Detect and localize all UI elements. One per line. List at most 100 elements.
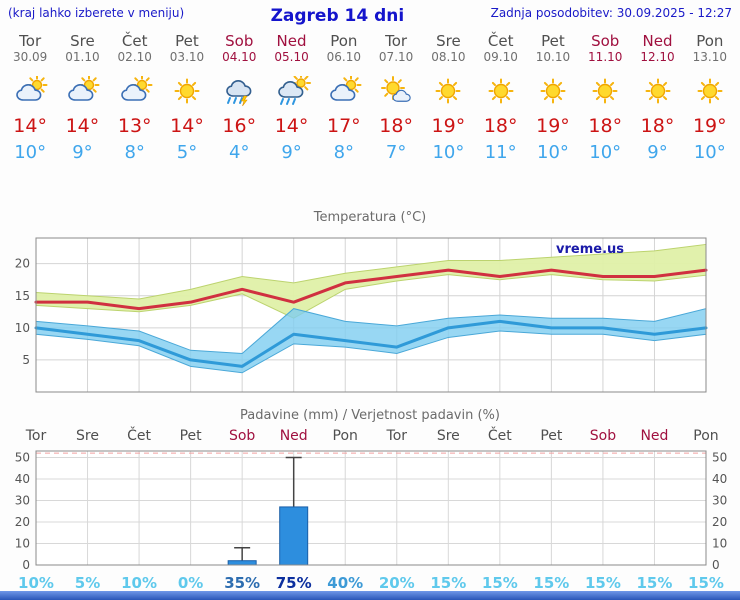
sun-cloud-icon [370,72,422,112]
day-column[interactable]: Pet 10.10 19° 10° [527,32,579,164]
svg-text:20: 20 [15,257,30,271]
precipitation-chart-title: Padavine (mm) / Verjetnost padavin (%) [240,408,500,423]
min-temperature: 8° [333,142,355,163]
precip-day-label: Ned [279,428,308,444]
precip-day-label: Pon [693,428,719,444]
max-temperature: 13° [117,115,152,137]
day-date: 09.10 [483,50,518,64]
svg-text:10: 10 [15,536,30,550]
max-temperature: 19° [536,115,570,137]
precip-day-label: Čet [127,428,151,444]
max-temperature: 14° [65,115,100,137]
day-column[interactable]: Pon 13.10 19° 10° [684,32,736,164]
svg-text:30: 30 [712,493,727,507]
precip-probability-label: 0% [177,574,204,592]
precip-probability-label: 5% [74,574,101,592]
svg-text:40: 40 [15,472,30,486]
page-header: (kraj lahko izberete v meniju) Zagreb 14… [0,0,740,26]
precip-probability-label: 10% [18,574,54,592]
precip-probability-label: 40% [327,574,364,592]
min-temperature: 5° [176,142,198,163]
max-temperature: 18° [640,115,675,137]
day-column[interactable]: Tor 07.10 18° 7° [370,32,422,164]
max-temperature: 18° [588,115,623,137]
precip-day-label: Ned [640,428,669,444]
svg-text:5: 5 [22,353,30,367]
max-temperature: 14° [13,115,47,137]
min-temperature: 9° [647,142,668,163]
temperature-chart: 5 10 15 20 [15,237,708,393]
svg-text:10: 10 [15,321,30,335]
precip-probability-label: 35% [224,574,261,592]
precip-probability-label: 15% [430,574,467,592]
day-name: Čet [121,32,148,50]
cloud-sun-icon [318,72,370,112]
precip-day-label: Čet [487,428,512,444]
day-date: 03.10 [169,50,205,64]
min-temperature: 7° [385,142,407,163]
day-column[interactable]: Čet 02.10 13° 8° [109,32,161,164]
day-name: Pet [175,32,199,50]
day-date: 12.10 [640,50,675,64]
min-temperature: 11° [484,142,517,163]
precip-probability-label: 20% [378,574,415,592]
day-column[interactable]: Ned 05.10 14° 9° [265,32,317,164]
day-name: Sre [436,32,461,50]
svg-text:30: 30 [15,493,30,507]
sun-icon [422,72,474,112]
sun-icon [527,72,579,112]
max-temperature: 19° [692,115,727,137]
day-date: 06.10 [326,50,361,64]
sun-icon [631,72,683,112]
day-date: 10.10 [535,50,571,64]
max-temperature: 14° [274,115,309,137]
sun-icon [579,72,631,112]
day-name: Sre [70,32,95,50]
precip-day-label: Tor [25,428,47,444]
day-column[interactable]: Sre 01.10 14° 9° [56,32,108,164]
day-column[interactable]: Sob 11.10 18° 10° [579,32,631,164]
precipitation-probability-row: 10% 5% 10% 0% 35% 75% 40% 20% 15% 15% 15% 15% 15% 15% [0,574,740,592]
menu-hint-link[interactable]: (kraj lahko izberete v meniju) [8,6,185,20]
cloud-sun-icon [109,72,161,112]
day-name: Ned [642,32,673,50]
rain-sun-icon [265,72,317,112]
day-column[interactable]: Pon 06.10 17° 8° [318,32,370,164]
day-column[interactable]: Ned 12.10 18° 9° [631,32,683,164]
max-temperature: 17° [326,115,361,137]
day-date: 30.09 [12,50,48,64]
day-name: Pet [541,32,565,50]
min-temperature: 10° [14,142,47,163]
day-column[interactable]: Sob 04.10 16° 4° [213,32,265,164]
svg-text:10: 10 [712,536,727,550]
watermark-text: vreme.us [556,242,624,257]
precip-probability-label: 10% [121,574,158,592]
precip-probability-label: 15% [533,574,570,592]
day-name: Čet [487,32,514,50]
storm-icon [213,72,265,112]
max-temperature: 19° [431,115,466,137]
day-date: 01.10 [65,50,100,64]
sun-icon [161,72,213,112]
max-temperature: 14° [170,115,204,137]
bottom-menu-bar[interactable] [0,591,740,600]
day-column[interactable]: Tor 30.09 14° 10° [4,32,56,164]
day-name: Sob [225,32,254,50]
day-column[interactable]: Pet 03.10 14° 5° [161,32,213,164]
precipitation-day-axis: Tor Sre Čet Pet Sob Ned Pon Tor Sre Čet Pet Sob Ned P… [0,428,740,446]
day-date: 07.10 [378,50,414,64]
precip-probability-label: 15% [636,574,673,592]
max-temperature: 18° [483,115,518,137]
svg-text:40: 40 [712,472,727,486]
day-name: Sob [591,32,620,50]
temperature-chart-title: Temperatura (°C) [313,210,427,225]
day-column[interactable]: Sre 08.10 19° 10° [422,32,474,164]
precip-day-label: Pet [179,428,202,444]
svg-text:0: 0 [22,558,30,572]
day-name: Tor [385,32,408,50]
precip-day-label: Tor [386,428,408,444]
day-column[interactable]: Čet 09.10 18° 11° [475,32,527,164]
min-temperature: 10° [432,142,465,163]
sun-icon [475,72,527,112]
